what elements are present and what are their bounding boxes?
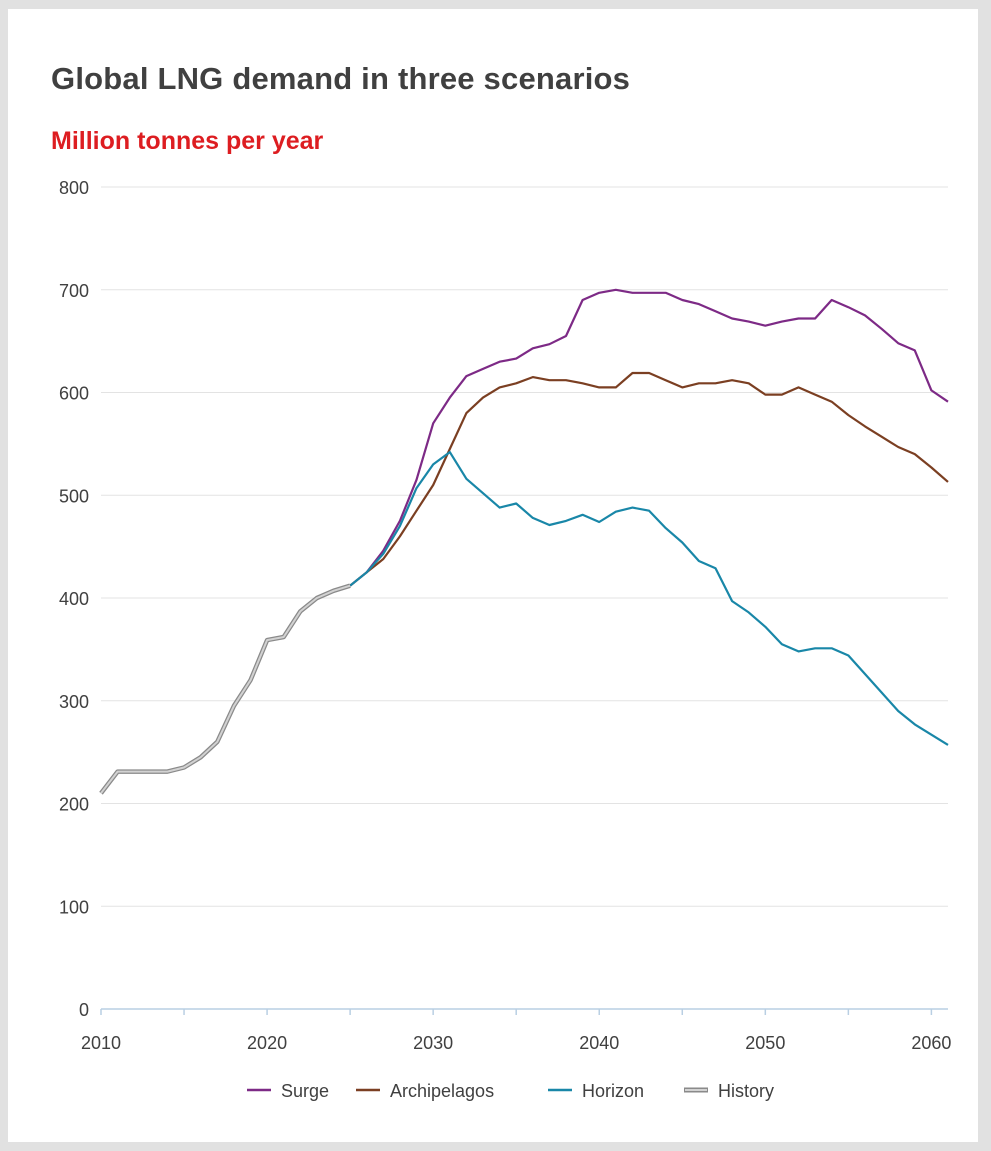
- y-tick-label: 0: [79, 1000, 89, 1020]
- x-tick-label: 2030: [413, 1033, 453, 1053]
- legend-label-horizon: Horizon: [582, 1081, 644, 1101]
- legend-label-surge: Surge: [281, 1081, 329, 1101]
- x-tick-labels: 2010 2020 2030 2040 2050 2060: [81, 1033, 951, 1053]
- series-line-history-outline: [99, 583, 351, 795]
- y-tick-label: 300: [59, 692, 89, 712]
- y-tick-label: 400: [59, 589, 89, 609]
- y-tick-label: 700: [59, 281, 89, 301]
- series-line-history: [100, 584, 351, 794]
- x-axis: [100, 1008, 948, 1015]
- series-line-horizon: [349, 451, 949, 746]
- series-line-archipelagos: [349, 371, 949, 587]
- x-tick-label: 2020: [247, 1033, 287, 1053]
- x-tick-label: 2040: [579, 1033, 619, 1053]
- chart-card: Global LNG demand in three scenarios Mil…: [8, 9, 978, 1142]
- chart-subtitle: Million tonnes per year: [51, 127, 324, 155]
- legend[interactable]: Surge Archipelagos Horizon History: [247, 1081, 774, 1101]
- x-tick-label: 2050: [745, 1033, 785, 1053]
- y-tick-label: 100: [59, 897, 89, 917]
- legend-item-history[interactable]: History: [684, 1081, 774, 1101]
- legend-item-archipelagos[interactable]: Archipelagos: [356, 1081, 494, 1101]
- y-tick-label: 500: [59, 486, 89, 506]
- series-line-surge: [349, 288, 949, 587]
- y-tick-label: 200: [59, 795, 89, 815]
- series-lines: [99, 288, 949, 795]
- y-tick-label: 800: [59, 178, 89, 198]
- y-tick-labels: 0 100 200 300 400 500 600 700 800: [59, 178, 89, 1020]
- legend-item-horizon[interactable]: Horizon: [548, 1081, 644, 1101]
- legend-label-archipelagos: Archipelagos: [390, 1081, 494, 1101]
- legend-label-history: History: [718, 1081, 774, 1101]
- gridlines: [101, 186, 948, 907]
- x-tick-label: 2010: [81, 1033, 121, 1053]
- legend-item-surge[interactable]: Surge: [247, 1081, 329, 1101]
- x-tick-label: 2060: [911, 1033, 951, 1053]
- y-tick-label: 600: [59, 384, 89, 404]
- chart-title: Global LNG demand in three scenarios: [51, 61, 631, 96]
